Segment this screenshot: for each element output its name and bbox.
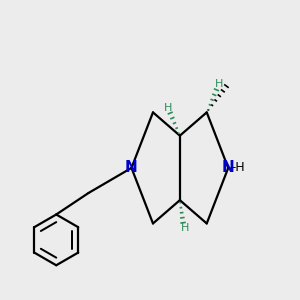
Text: H: H (164, 103, 172, 112)
Text: H: H (214, 79, 223, 89)
Text: –H: –H (230, 161, 245, 174)
Text: H: H (181, 223, 189, 233)
Text: N: N (125, 160, 138, 175)
Text: N: N (222, 160, 235, 175)
